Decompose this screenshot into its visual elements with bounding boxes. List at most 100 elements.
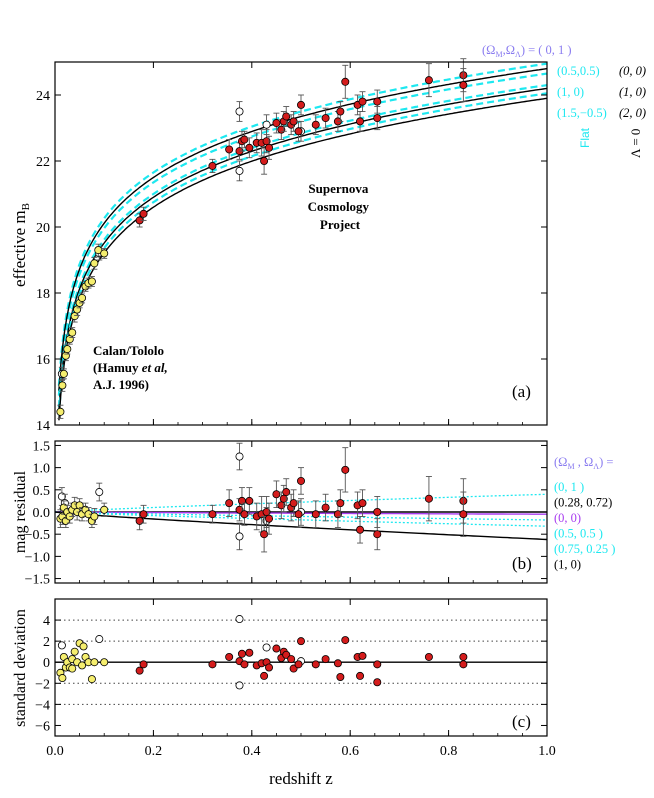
scp-annotation: Supernova Cosmology Project — [308, 181, 373, 232]
panel-b-residuals: −1.5 −1.0 −0.5 0.0 0.5 1.0 1.5 mag residual (b… — [12, 439, 615, 587]
calan-tololo-point — [68, 328, 77, 337]
scp-supernova-point — [373, 97, 382, 106]
stddev-calan-point — [68, 664, 77, 673]
scp-open-point — [235, 107, 244, 116]
residual-scp-point — [139, 510, 148, 519]
residual-scp-point — [225, 499, 234, 508]
stddev-calan-open-point — [57, 641, 66, 650]
scp-supernova-point — [356, 117, 365, 126]
residual-scp-point — [341, 465, 350, 474]
residual-scp-point — [459, 510, 468, 519]
panel-c-ytick-label: 4 — [43, 614, 50, 629]
panel-a-ylabel: effective mB — [10, 203, 32, 287]
model-curve-a-5 — [57, 92, 548, 416]
panel-c-xtick-label: 0.0 — [46, 744, 64, 759]
legend-flat-label: Flat — [578, 127, 592, 148]
panel-a-ytick-label: 16 — [36, 353, 50, 368]
panel-a-axis-ticks: 14 16 18 20 22 24 — [36, 62, 548, 434]
calan-tololo-point — [59, 369, 68, 378]
residual-scp-point — [282, 488, 291, 497]
panel-a-ytick-label: 18 — [36, 287, 50, 302]
scp-supernova-point — [358, 97, 367, 106]
panel-b-legend-entry: (0, 0) — [554, 511, 581, 525]
stddev-scp-point — [373, 660, 382, 669]
residual-calan-open-point — [95, 488, 104, 497]
residual-scp-point — [356, 525, 365, 534]
calan-tololo-point — [90, 259, 99, 268]
stddev-calan-open-point — [95, 635, 104, 644]
stddev-scp-point — [459, 652, 468, 661]
calan-tololo-point — [94, 246, 103, 255]
panel-c-axis-ticks: 0.0 0.2 0.4 0.6 0.8 1.0 −6 −4 −2 0 2 4 — [35, 599, 556, 759]
panel-b-ytick-label: 0.0 — [33, 506, 51, 521]
stddev-calan-point — [70, 647, 79, 656]
panel-c-xtick-label: 0.6 — [341, 744, 359, 759]
calan-tololo-point — [78, 293, 87, 302]
panel-b-ytick-label: 1.5 — [33, 439, 51, 454]
stddev-scp-point — [240, 660, 249, 669]
panel-b-legend-entry: (0.5, 0.5 ) — [554, 527, 603, 541]
residual-model-curve-3 — [54, 511, 548, 521]
panel-b-ylabel: mag residual — [12, 470, 29, 553]
panel-c-ytick-label: 0 — [43, 656, 50, 671]
panel-c-data-points — [56, 615, 468, 690]
residual-scp-point — [358, 499, 367, 508]
legend-cyan-05-05: (0.5,0.5) — [557, 64, 600, 78]
panel-b-ytick-label: −1.5 — [25, 573, 50, 588]
stddev-scp-point — [311, 660, 320, 669]
residual-scp-point — [424, 494, 433, 503]
panel-b-legend-entry: (0.28, 0.72) — [554, 496, 612, 510]
stddev-scp-point — [135, 666, 144, 675]
residual-scp-point — [336, 499, 345, 508]
residual-calan-point — [90, 512, 99, 521]
stddev-scp-point — [287, 655, 296, 664]
stddev-scp-open-point — [235, 615, 244, 624]
panel-c-ylabel: standard deviation — [12, 609, 29, 727]
panel-c-xtick-label: 0.4 — [243, 744, 261, 759]
scp-supernova-point — [373, 114, 382, 123]
legend-black-0-0: (0, 0) — [619, 64, 646, 78]
stddev-scp-point — [237, 649, 246, 658]
calan-tololo-point — [87, 277, 96, 286]
stddev-scp-point — [459, 660, 468, 669]
stddev-scp-open-point — [235, 681, 244, 690]
panel-b-ytick-label: −1.0 — [25, 550, 50, 565]
residual-scp-point — [296, 476, 305, 485]
residual-scp-point — [294, 510, 303, 519]
stddev-calan-point — [58, 674, 67, 683]
scp-supernova-point — [208, 161, 217, 170]
stddev-scp-point — [336, 672, 345, 681]
panel-a-ytick-label: 22 — [36, 155, 50, 170]
stddev-scp-point — [225, 652, 234, 661]
model-curve-a-2 — [58, 67, 548, 391]
stddev-scp-point — [341, 636, 350, 645]
stddev-scp-point — [294, 660, 303, 669]
stddev-scp-point — [245, 648, 254, 657]
stddev-scp-point — [321, 655, 330, 664]
stddev-scp-point — [358, 651, 367, 660]
legend-lambda-zero-label: Λ = 0 — [628, 129, 643, 158]
residual-scp-point — [208, 510, 217, 519]
scp-supernova-point — [296, 100, 305, 109]
panel-a-legend-title: (ΩM,ΩΛ) = ( 0, 1 ) — [482, 43, 572, 59]
stddev-scp-point — [260, 671, 269, 680]
residual-scp-point — [245, 496, 254, 505]
calan-tololo-annotation: Calan/Tololo (Hamuy et al, A.J. 1996) — [93, 343, 171, 392]
residual-scp-open-point — [235, 452, 244, 461]
panel-a-ytick-label: 24 — [36, 89, 50, 104]
panel-b-label: (b) — [512, 554, 532, 573]
panel-c-xtick-label: 0.8 — [440, 744, 458, 759]
residual-scp-point — [373, 507, 382, 516]
stddev-scp-point — [208, 660, 217, 669]
panel-c-label: (c) — [512, 712, 531, 731]
scp-supernova-point — [294, 127, 303, 136]
stddev-calan-point — [78, 661, 87, 670]
scp-supernova-point — [459, 81, 468, 90]
scp-supernova-point — [260, 156, 269, 165]
residual-scp-point — [235, 505, 244, 514]
stddev-scp-point — [373, 678, 382, 687]
scp-open-point — [262, 120, 271, 129]
panel-b-legend: (0, 1 ) (0.28, 0.72)(0, 0) (0.5, 0.5 )(0.7… — [554, 480, 615, 572]
scp-supernova-point — [282, 112, 291, 121]
stddev-scp-point — [424, 652, 433, 661]
